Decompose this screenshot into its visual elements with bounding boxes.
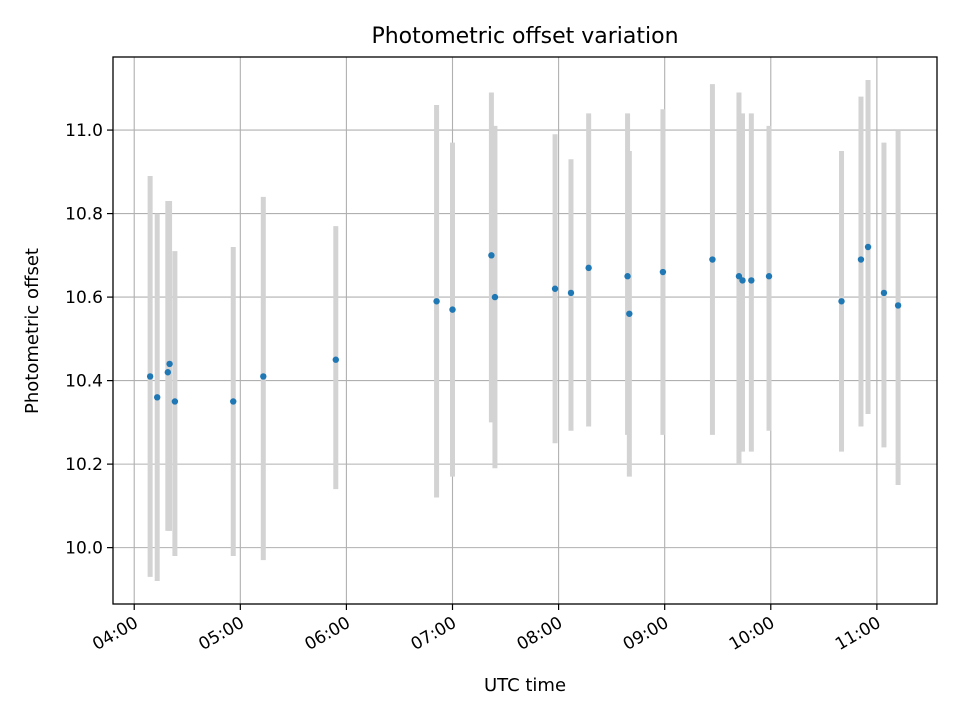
x-tick-label: 08:00	[514, 613, 566, 655]
data-point	[626, 310, 633, 317]
x-tick-label: 07:00	[408, 613, 460, 655]
data-point	[709, 256, 716, 263]
data-points	[146, 243, 902, 405]
x-tick-label: 10:00	[726, 613, 778, 655]
data-point	[857, 256, 865, 263]
x-axis-label: UTC time	[484, 675, 566, 696]
error-bars	[147, 79, 901, 582]
data-point	[433, 298, 440, 305]
data-point	[739, 277, 746, 284]
x-tick-label: 09:00	[620, 613, 672, 655]
data-point	[864, 243, 872, 251]
plot-frame	[112, 56, 938, 605]
grid	[113, 57, 937, 604]
data-point	[585, 264, 592, 272]
y-tick-label: 10.8	[65, 205, 103, 225]
data-point	[624, 273, 631, 280]
y-tick-label: 10.4	[65, 372, 103, 392]
y-axis-label: Photometric offset	[22, 248, 43, 414]
x-tick-label: 06:00	[301, 613, 353, 655]
x-tick-label: 11:00	[832, 613, 884, 655]
y-tick-label: 10.6	[65, 288, 103, 308]
data-point	[166, 360, 173, 368]
data-point	[230, 398, 237, 405]
data-point	[765, 273, 773, 280]
data-point	[659, 268, 667, 276]
data-point	[488, 252, 495, 259]
data-point	[735, 273, 743, 280]
data-point	[260, 373, 267, 380]
x-tick-label: 04:00	[89, 613, 141, 655]
data-point	[449, 306, 456, 313]
data-point	[491, 293, 499, 301]
data-point	[146, 373, 154, 380]
y-tick-label: 11.0	[65, 121, 103, 141]
data-point	[164, 369, 172, 376]
x-axis-ticks: 04:00 05:00 06:00 07:00 08:00 09:00 10:00 11:00	[89, 604, 884, 655]
x-tick-label: 05:00	[195, 613, 247, 655]
data-point	[894, 302, 902, 309]
data-point	[567, 289, 575, 297]
data-point	[838, 298, 845, 305]
data-point	[551, 285, 559, 292]
y-tick-label: 10.2	[65, 455, 103, 475]
y-axis-ticks: 10.0 10.2 10.4 10.6 10.8 11.0	[65, 121, 113, 559]
data-point	[154, 394, 161, 401]
data-point	[880, 289, 888, 297]
y-tick-label: 10.0	[65, 539, 103, 559]
data-point	[171, 398, 179, 405]
data-point	[332, 356, 339, 363]
data-point	[748, 277, 755, 284]
chart-title: Photometric offset variation	[371, 24, 678, 49]
